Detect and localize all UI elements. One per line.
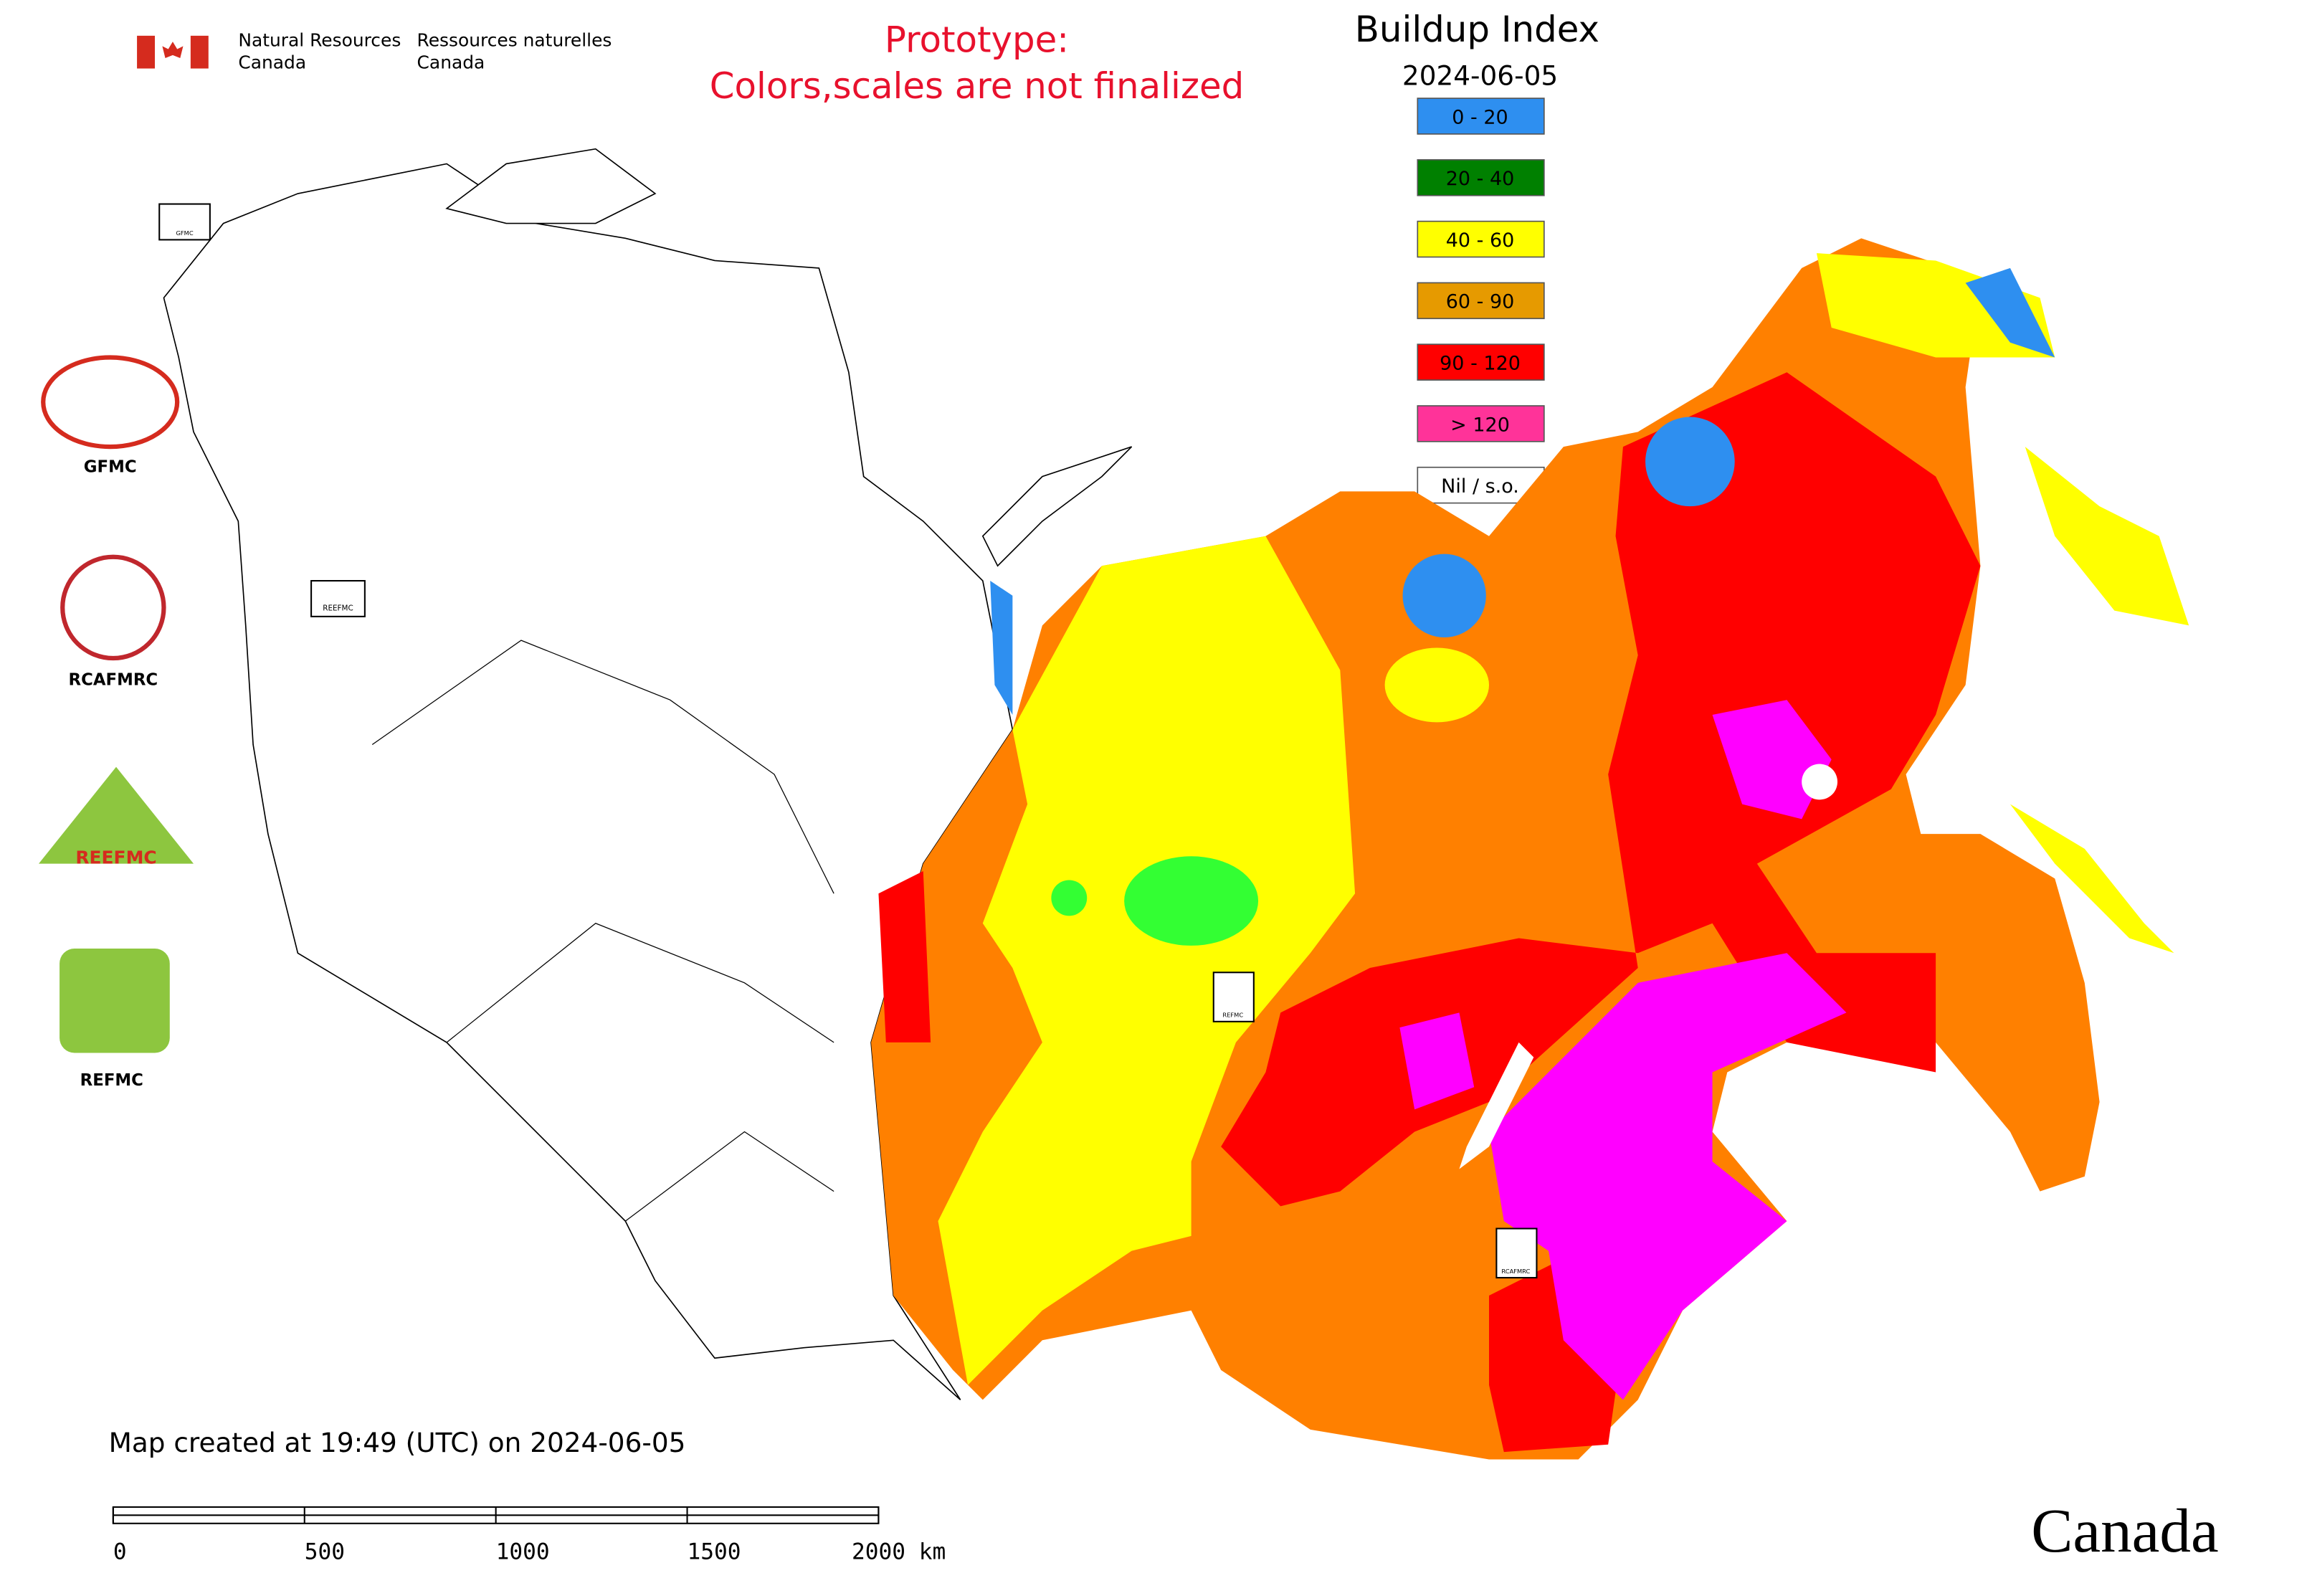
region-over-120 — [1399, 1012, 1475, 1110]
scale-label: 500 — [305, 1539, 345, 1565]
logo-label: REFMC — [80, 1071, 143, 1090]
scale-label: 1500 — [688, 1539, 741, 1565]
created-note: Map created at 19:49 (UTC) on 2024-06-05 — [109, 1427, 686, 1458]
legend-date: 2024-06-05 — [1402, 60, 1558, 91]
legend-label: > 120 — [1450, 414, 1510, 436]
legend-label: Nil / s.o. — [1441, 475, 1519, 498]
region-0-20 — [1645, 417, 1735, 507]
legend-swatch — [1417, 220, 1545, 258]
region-40-60 — [938, 536, 1356, 1385]
region-over-120 — [1489, 953, 1847, 1400]
map-canvas: Natural Resources Canada Ressources natu… — [39, 9, 2219, 1565]
logo-label: RCAFMRC — [69, 670, 158, 689]
region-40-60 — [1384, 647, 1489, 723]
logo-rcafmrc — [60, 554, 166, 661]
notice: Prototype: — [885, 19, 1069, 61]
legend-swatch — [1417, 159, 1545, 196]
region-90-120 — [878, 871, 931, 1042]
country-outline — [163, 163, 1014, 1401]
region-0-20 — [990, 581, 1013, 715]
region-40-60 — [2010, 804, 2174, 954]
dept-en: Natural Resources — [238, 29, 401, 50]
border-line — [371, 640, 834, 1222]
region-40-60 — [1816, 253, 2055, 358]
island-outline — [445, 148, 657, 224]
logo-refmc — [60, 949, 170, 1053]
legend-title: Buildup Index — [1355, 9, 1599, 50]
dept-fr: Ressources naturelles — [417, 29, 612, 50]
region-over-120 — [1712, 700, 1832, 820]
legend-label: 40 - 60 — [1446, 229, 1515, 252]
scale-bar: 0 500 1000 1500 2000 km — [112, 1506, 946, 1565]
map-marker — [1212, 972, 1255, 1022]
region-20-40 — [1051, 880, 1088, 916]
logo-gfmc — [41, 355, 180, 450]
logo-reefmc — [39, 766, 194, 864]
scale-label: 2000 km — [852, 1539, 946, 1565]
legend-swatch — [1417, 343, 1545, 381]
dept-fr: Canada — [417, 52, 485, 73]
scale-label: 0 — [113, 1539, 127, 1565]
canada-wordmark: Canada — [2031, 1496, 2219, 1565]
no-data-spot — [1802, 764, 1838, 800]
island-outline — [981, 446, 1133, 567]
map-marker — [1495, 1227, 1538, 1279]
legend: 0 - 20 20 - 40 40 - 60 60 - 90 90 - 120 > 120… — [1417, 98, 1545, 504]
logo-label: REEFMC — [75, 847, 156, 868]
canada-flag — [137, 35, 209, 69]
dept-en: Canada — [238, 52, 306, 73]
legend-swatch — [1417, 282, 1545, 320]
legend-swatch — [1417, 98, 1545, 135]
lake-baikal — [1459, 1042, 1534, 1169]
legend-label: 90 - 120 — [1440, 353, 1521, 375]
map-marker — [158, 203, 211, 241]
legend-label: 20 - 40 — [1446, 168, 1515, 190]
region-0-20 — [1965, 267, 2055, 358]
region-0-20 — [1402, 554, 1486, 637]
marker-label: REFMC — [1222, 1012, 1243, 1019]
scale-label: 1000 — [496, 1539, 550, 1565]
legend-label: 60 - 90 — [1446, 291, 1515, 313]
marker-label: GFMC — [176, 229, 193, 237]
legend-label: 0 - 20 — [1452, 106, 1508, 128]
legend-swatch — [1417, 405, 1545, 442]
region-40-60 — [2025, 447, 2189, 626]
logo-label: GFMC — [84, 457, 137, 476]
marker-label: REEFMC — [323, 604, 353, 613]
map-marker — [310, 579, 366, 617]
notice: Colors,scales are not finalized — [710, 65, 1245, 107]
marker-label: RCAFMRC — [1501, 1268, 1530, 1275]
region-20-40 — [1124, 856, 1259, 946]
